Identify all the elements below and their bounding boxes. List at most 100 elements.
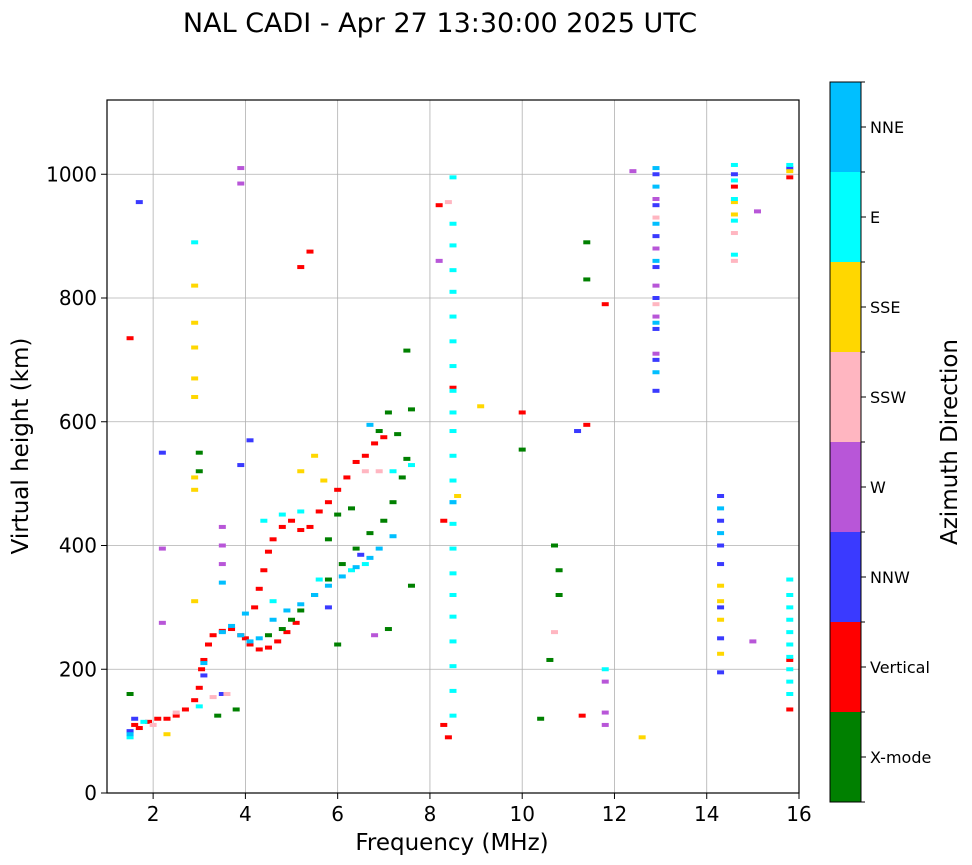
point-x-mode bbox=[348, 506, 356, 511]
point-vertical bbox=[334, 487, 342, 492]
point-e bbox=[786, 577, 794, 582]
y-axis: 0 200 400 600 800 1000 bbox=[46, 162, 107, 805]
colorbar-category-label: W bbox=[870, 478, 886, 497]
colorbar-segment bbox=[830, 82, 861, 172]
x-tick-label: 10 bbox=[509, 802, 534, 826]
point-e bbox=[449, 364, 457, 369]
y-tick-label: 0 bbox=[84, 781, 97, 805]
point-ssw bbox=[223, 692, 231, 696]
point-vertical bbox=[246, 642, 254, 647]
point-x-mode bbox=[297, 608, 305, 613]
point-nne bbox=[228, 623, 236, 628]
colorbar-segment bbox=[830, 712, 861, 802]
point-vertical bbox=[786, 175, 794, 180]
point-nne bbox=[652, 258, 660, 263]
colorbar-category-label: NNE bbox=[870, 118, 904, 137]
point-vertical bbox=[288, 518, 296, 523]
point-e bbox=[449, 429, 457, 434]
point-x-mode bbox=[407, 407, 415, 412]
point-e bbox=[786, 593, 794, 597]
point-vertical bbox=[135, 726, 143, 731]
point-e bbox=[449, 314, 457, 319]
point-x-mode bbox=[384, 627, 392, 632]
point-nnw bbox=[717, 562, 725, 567]
point-sse bbox=[730, 212, 738, 217]
point-nnw bbox=[135, 200, 143, 205]
point-x-mode bbox=[324, 537, 332, 542]
point-ssw bbox=[652, 215, 660, 220]
point-nne bbox=[652, 370, 660, 375]
x-tick-label: 2 bbox=[147, 802, 160, 826]
point-x-mode bbox=[403, 348, 411, 353]
point-sse bbox=[730, 200, 738, 205]
point-w bbox=[237, 181, 245, 186]
point-w bbox=[601, 679, 609, 684]
point-e bbox=[449, 614, 457, 619]
point-e bbox=[449, 268, 457, 273]
point-vertical bbox=[306, 524, 314, 529]
colorbar-category-label: SSW bbox=[870, 388, 906, 407]
point-x-mode bbox=[583, 240, 591, 245]
point-vertical bbox=[181, 707, 189, 712]
point-sse bbox=[191, 395, 199, 399]
point-nne bbox=[717, 506, 725, 511]
point-vertical bbox=[297, 528, 305, 533]
point-nne bbox=[352, 565, 360, 570]
point-e bbox=[449, 410, 457, 415]
point-nnw bbox=[200, 673, 208, 678]
point-w bbox=[652, 314, 660, 319]
point-x-mode bbox=[398, 475, 406, 480]
colorbar-category-label: NNW bbox=[870, 568, 910, 587]
point-vertical bbox=[297, 265, 305, 270]
point-nnw bbox=[652, 234, 660, 239]
point-ssw bbox=[149, 722, 157, 727]
point-e bbox=[601, 667, 609, 672]
point-vertical bbox=[343, 475, 351, 480]
point-nne bbox=[366, 555, 374, 560]
point-vertical bbox=[228, 627, 236, 632]
point-w bbox=[237, 166, 245, 171]
point-x-mode bbox=[366, 531, 374, 536]
point-vertical bbox=[786, 707, 794, 712]
point-vertical bbox=[292, 620, 300, 625]
colorbar-category-label: X-mode bbox=[870, 748, 931, 767]
point-ssw bbox=[730, 231, 738, 236]
point-e bbox=[449, 289, 457, 294]
colorbar-label: Azimuth Direction bbox=[937, 339, 963, 545]
point-vertical bbox=[352, 459, 360, 464]
point-e bbox=[389, 469, 397, 474]
point-ssw bbox=[172, 710, 180, 715]
point-e bbox=[126, 735, 134, 740]
y-tick-label: 1000 bbox=[46, 162, 97, 186]
colorbar-frame bbox=[829, 81, 862, 803]
point-e bbox=[348, 568, 356, 573]
point-vertical bbox=[583, 422, 591, 427]
point-w bbox=[218, 543, 226, 548]
x-tick-label: 16 bbox=[786, 802, 811, 826]
point-x-mode bbox=[380, 518, 388, 523]
point-w bbox=[652, 246, 660, 251]
point-nne bbox=[652, 166, 660, 171]
colorbar-segment bbox=[830, 442, 861, 532]
point-vertical bbox=[306, 249, 314, 254]
data-marks bbox=[126, 162, 794, 740]
point-x-mode bbox=[195, 450, 203, 455]
point-e bbox=[786, 617, 794, 622]
point-w bbox=[652, 197, 660, 201]
point-nne bbox=[311, 593, 319, 597]
point-e bbox=[449, 388, 457, 393]
point-ssw bbox=[375, 469, 383, 474]
point-nnw bbox=[237, 463, 245, 468]
point-nnw bbox=[126, 729, 134, 734]
point-w bbox=[749, 639, 757, 644]
point-vertical bbox=[264, 645, 272, 650]
point-w bbox=[601, 710, 609, 715]
point-e bbox=[786, 162, 794, 167]
point-sse bbox=[717, 583, 725, 588]
point-nnw bbox=[652, 296, 660, 300]
plot-frame bbox=[106, 99, 800, 794]
point-vertical bbox=[145, 719, 153, 724]
point-sse bbox=[717, 599, 725, 604]
point-e bbox=[786, 654, 794, 659]
point-nne bbox=[389, 534, 397, 539]
